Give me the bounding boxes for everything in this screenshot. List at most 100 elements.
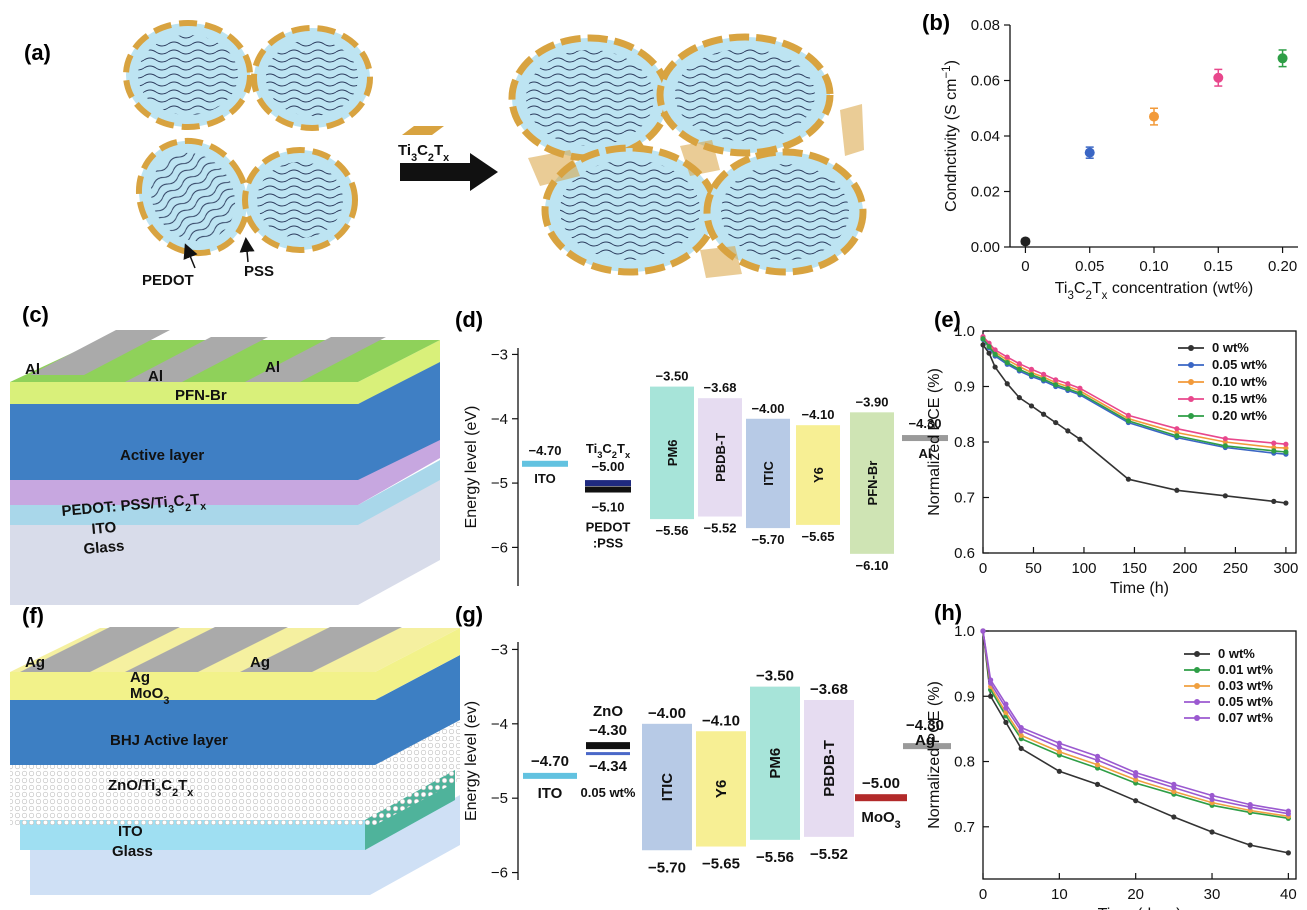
x-tick-label: 150 <box>1122 560 1147 577</box>
data-point <box>1125 476 1131 482</box>
moo3-level <box>855 794 907 802</box>
level-box-itic <box>746 418 790 529</box>
al-label-2: Al <box>148 368 163 385</box>
chart-h-stability: 0.7 0.8 0.9 1.0 0 10 20 30 40 Time (days) Normaliz… <box>926 623 1297 910</box>
data-point <box>1222 443 1228 449</box>
box-bottom-value: −5.56 <box>656 523 689 538</box>
data-point <box>1133 770 1139 776</box>
y-tick-label: −3 <box>491 346 508 363</box>
y-tick-label: 0.04 <box>971 128 1000 145</box>
al-label-1: Al <box>25 361 40 378</box>
box-bottom-value: −5.65 <box>802 529 835 544</box>
ag-label: Ag <box>915 732 935 749</box>
data-point <box>1018 732 1024 739</box>
etl-level-1 <box>586 742 630 750</box>
data-point <box>1004 360 1010 366</box>
y-tick-label: −5 <box>491 790 508 807</box>
legend-label: 0.15 wt% <box>1212 391 1267 406</box>
mxene-flake <box>680 140 720 176</box>
htl-value-1: −5.00 <box>592 459 625 474</box>
panel-label-e: (e) <box>934 307 961 332</box>
data-point <box>1125 412 1131 418</box>
x-tick-label: 40 <box>1280 886 1297 903</box>
al-value: −4.30 <box>909 416 942 431</box>
box-label: PBDB-T <box>821 740 838 797</box>
ito-label: ITO <box>538 785 563 802</box>
data-point <box>1040 371 1047 377</box>
data-point <box>1133 777 1139 783</box>
panel-f-device-stack: (f) Ag Ag Ag MoO3 BHJ Active layer ZnO/T… <box>10 603 460 895</box>
etl-value-2: −4.34 <box>589 758 628 775</box>
data-point <box>1016 361 1022 367</box>
data-point <box>1222 493 1228 499</box>
ito-level <box>523 772 577 779</box>
y-axis-label: Energy level (eV) <box>463 406 480 529</box>
ito-label: ITO <box>91 519 117 538</box>
data-point <box>1271 498 1277 504</box>
data-point <box>1016 395 1022 401</box>
al-label-3: Al <box>265 359 280 376</box>
glass-label: Glass <box>83 537 125 557</box>
pedot-chains <box>675 49 815 141</box>
legend-label: 0.20 wt% <box>1212 408 1267 423</box>
htl-label-top: Ti3C2Tx <box>586 441 631 460</box>
ito-label: ITO <box>534 471 555 486</box>
y-tick-label: 0.9 <box>954 379 975 396</box>
y-tick-label: 1.0 <box>954 623 975 640</box>
legend-label: 0 wt% <box>1212 340 1249 355</box>
level-box-pbdb-t <box>698 398 742 517</box>
panel-a-schematic: (a) PEDOT PSS Ti3C2Tx <box>24 20 867 289</box>
data-point <box>1171 781 1177 787</box>
etl-label-top: ZnO <box>593 703 623 720</box>
data-point <box>1016 366 1022 372</box>
arrow-right-icon <box>400 153 498 191</box>
pedot-chains <box>150 152 236 242</box>
al-level <box>902 435 948 442</box>
level-box-pfn-br <box>850 412 894 554</box>
data-point <box>992 351 998 357</box>
x-tick-label: 0 <box>1021 258 1029 275</box>
data-point <box>1018 724 1024 731</box>
data-point <box>1271 440 1277 446</box>
legend-label: 0.05 wt% <box>1218 694 1273 709</box>
y-tick-label: −3 <box>491 641 508 658</box>
data-point <box>980 336 986 342</box>
data-point <box>1247 842 1253 848</box>
ito-layer <box>20 770 455 850</box>
data-point <box>1283 441 1289 447</box>
box-top-value: −3.68 <box>704 380 737 395</box>
y-tick-label: −6 <box>491 539 508 556</box>
data-point <box>1077 436 1083 442</box>
data-point <box>1209 829 1215 835</box>
ag-electrode <box>240 627 402 672</box>
y-tick-label: 1.0 <box>954 323 975 340</box>
ito-value: −4.70 <box>531 753 569 770</box>
ag-label-2: Ag <box>130 669 150 686</box>
mxene-flake <box>700 246 742 278</box>
level-box-y6 <box>696 731 746 847</box>
data-point <box>1004 354 1010 360</box>
data-point <box>1271 448 1277 454</box>
micelle-group-right <box>508 33 867 285</box>
y-tick-label: 0.02 <box>971 184 1000 201</box>
panel-label-h: (h) <box>934 600 962 625</box>
legend-label: 0.10 wt% <box>1212 374 1267 389</box>
data-point <box>1247 802 1253 808</box>
data-point <box>1053 377 1059 383</box>
y-tick-label: 0.00 <box>971 239 1000 256</box>
data-point <box>1018 745 1024 752</box>
legend-marker <box>1188 413 1194 419</box>
pss-pointer <box>239 237 255 263</box>
data-point <box>1056 768 1062 774</box>
box-top-value: −3.90 <box>856 394 889 409</box>
box-label: PFN-Br <box>865 461 880 506</box>
y-tick-label: −4 <box>491 716 508 733</box>
data-point <box>1171 788 1177 795</box>
box-top-value: −4.00 <box>648 705 686 722</box>
pedot-chains <box>138 35 238 115</box>
data-point <box>1065 386 1071 392</box>
x-tick-label: 0.05 <box>1075 258 1104 275</box>
data-point <box>988 693 994 699</box>
y-tick-label: −6 <box>491 865 508 882</box>
active-layer-label: Active layer <box>120 447 204 464</box>
